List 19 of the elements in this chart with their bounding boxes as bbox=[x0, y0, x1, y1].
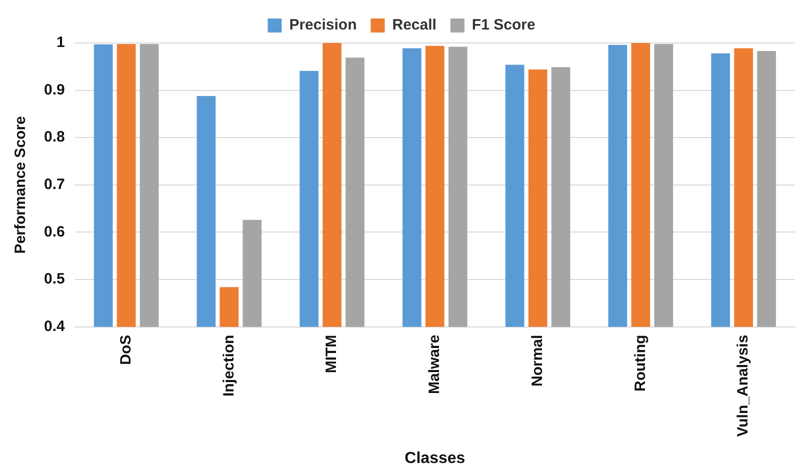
legend-label: Recall bbox=[392, 16, 436, 34]
x-tick-label: MITM bbox=[323, 334, 340, 374]
x-tick-label: Vuln_Analysis bbox=[734, 334, 752, 437]
y-tick-label: 0.4 bbox=[44, 318, 66, 335]
x-tick-label: Malware bbox=[426, 334, 444, 394]
x-tick-label: Routing bbox=[632, 334, 649, 392]
x-tick-label: DoS bbox=[117, 334, 134, 365]
y-tick-label: 0.6 bbox=[44, 223, 65, 240]
y-tick-label: 0.5 bbox=[44, 270, 65, 288]
legend-label: Precision bbox=[289, 16, 357, 34]
y-axis-title: Performance Score bbox=[12, 116, 30, 254]
y-tick-label: 0.8 bbox=[44, 128, 65, 146]
y-tick-label: 1 bbox=[56, 34, 65, 52]
x-tick-label: Injection bbox=[220, 334, 238, 396]
x-tick-label: Normal bbox=[528, 334, 546, 387]
x-axis-title: Classes bbox=[404, 450, 466, 467]
legend-label: F1 Score bbox=[472, 16, 536, 34]
y-tick-label: 0.9 bbox=[44, 81, 65, 98]
y-tick-label: 0.7 bbox=[44, 176, 65, 194]
